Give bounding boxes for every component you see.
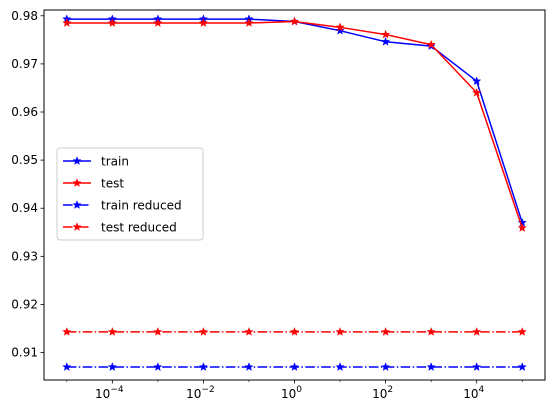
- data-point-test-reduced: [153, 326, 163, 336]
- data-point-train: [472, 76, 482, 86]
- ticks-layer: 0.91 0.92 0.93 0.94 0.95 0.96 0.97 0.98 10−4 10−2…: [11, 9, 523, 401]
- legend-marker-test-reduced: [72, 222, 82, 231]
- data-point-test-reduced: [472, 326, 482, 336]
- data-point-test: [517, 223, 527, 232]
- data-point-train-reduced: [107, 362, 118, 371]
- data-point-train-reduced: [62, 362, 72, 371]
- y-tick-label: 0.98: [11, 9, 38, 23]
- y-tick-label: 0.96: [11, 105, 38, 119]
- data-point-train-reduced: [426, 362, 436, 371]
- data-point-test: [153, 18, 163, 27]
- data-point-train-reduced: [380, 362, 391, 371]
- y-tick-label: 0.92: [11, 297, 38, 311]
- data-point-test-reduced: [198, 326, 209, 336]
- data-point-test: [289, 16, 300, 26]
- legend-label-test: test: [101, 177, 124, 191]
- legend-marker-train: [72, 156, 82, 165]
- data-point-test-reduced: [107, 326, 118, 336]
- x-tick-label: 102: [372, 385, 393, 401]
- data-point-test: [198, 18, 209, 27]
- legend: train test train reduced test reduced: [56, 147, 204, 241]
- legend-marker-train-reduced: [72, 200, 82, 209]
- data-point-train-reduced: [153, 362, 163, 371]
- x-tick-label: 10−4: [95, 385, 124, 401]
- data-point-train-reduced: [244, 362, 254, 371]
- data-point-train-reduced: [335, 362, 345, 371]
- x-tick-label: 104: [463, 385, 484, 401]
- data-point-test: [62, 18, 72, 27]
- data-point-train-reduced: [472, 362, 482, 371]
- legend-label-train-reduced: train reduced: [101, 199, 182, 213]
- data-point-test: [426, 39, 436, 49]
- data-point-test: [107, 18, 118, 27]
- data-point-train-reduced: [289, 362, 300, 371]
- legend-box: [56, 147, 204, 241]
- data-point-test: [472, 87, 482, 97]
- data-point-test-reduced: [380, 326, 391, 336]
- y-tick-label: 0.94: [11, 201, 38, 215]
- y-tick-label: 0.95: [11, 153, 38, 167]
- data-point-test-reduced: [517, 326, 527, 336]
- data-point-test: [335, 22, 345, 32]
- data-point-train-reduced: [198, 362, 209, 371]
- data-point-train: [335, 25, 345, 35]
- y-tick-label: 0.97: [11, 57, 38, 71]
- data-point-test-reduced: [244, 326, 254, 336]
- data-point-test-reduced: [62, 326, 72, 336]
- data-point-test: [244, 18, 254, 27]
- legend-marker-test: [72, 178, 82, 187]
- legend-label-test-reduced: test reduced: [101, 221, 177, 235]
- legend-label-train: train: [101, 155, 129, 169]
- data-point-train: [380, 36, 391, 46]
- y-tick-label: 0.91: [11, 346, 38, 360]
- plot-layer: [62, 14, 527, 371]
- data-point-test-reduced: [426, 326, 436, 336]
- data-point-train-reduced: [517, 362, 527, 371]
- x-tick-label: 100: [281, 385, 302, 401]
- y-tick-label: 0.93: [11, 249, 38, 263]
- data-point-test: [380, 29, 391, 39]
- data-point-test-reduced: [289, 326, 300, 336]
- data-point-test-reduced: [335, 326, 345, 336]
- x-tick-label: 10−2: [186, 385, 215, 401]
